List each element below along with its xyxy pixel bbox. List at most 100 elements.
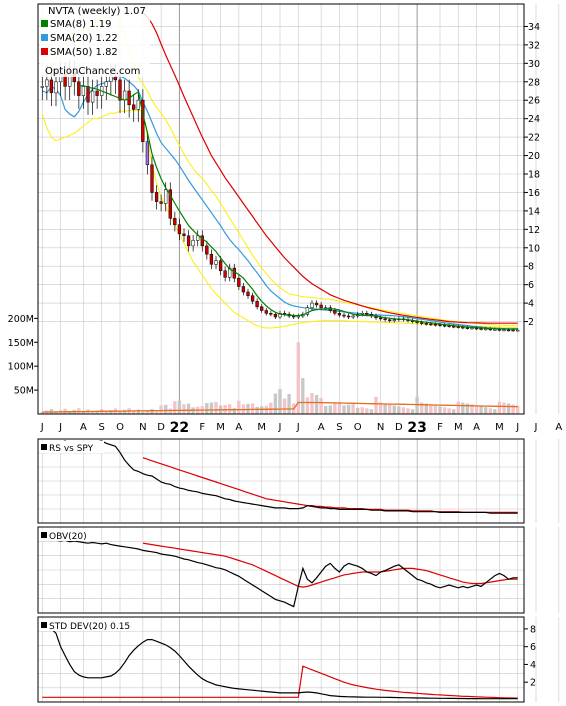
- volume-bar: [314, 394, 319, 414]
- volume-bar: [397, 406, 401, 414]
- candle: [77, 81, 81, 96]
- price-tick-label: 14: [528, 206, 540, 217]
- x-tick-label: A: [80, 422, 87, 433]
- volume-bar: [456, 401, 460, 414]
- candle: [360, 313, 364, 315]
- x-tick-label: D: [157, 422, 165, 433]
- candle: [54, 81, 58, 94]
- x-tick-label: 22: [170, 420, 189, 436]
- rs-average-line: [142, 457, 518, 514]
- candle: [81, 86, 86, 96]
- rs-legend-swatch: [41, 444, 47, 450]
- candle: [136, 99, 140, 110]
- candle: [214, 260, 218, 265]
- candle: [438, 324, 442, 327]
- volume-bar: [333, 402, 337, 414]
- volume-average-line: [42, 401, 518, 413]
- volume-bar: [410, 409, 415, 414]
- candle: [95, 90, 99, 96]
- candle: [173, 218, 177, 226]
- price-tick-label: 18: [528, 170, 540, 181]
- volume-bar: [164, 404, 168, 414]
- price-frame: [37, 3, 525, 415]
- candle: [122, 90, 127, 101]
- price-tick-label: 32: [528, 40, 540, 51]
- volume-bar: [260, 406, 264, 414]
- candle: [273, 313, 278, 318]
- price-tick-label: 34: [528, 22, 540, 33]
- x-tick-label: J: [58, 422, 62, 433]
- x-tick-label: M: [495, 422, 504, 433]
- volume-bar: [401, 407, 406, 414]
- price-tick-label: 8: [528, 262, 534, 273]
- price-tick-label: 4: [528, 299, 534, 310]
- candle: [314, 302, 319, 306]
- candle: [420, 322, 424, 324]
- x-tick-label: J: [40, 422, 44, 433]
- volume-bar: [516, 405, 520, 414]
- candle: [433, 324, 438, 326]
- legend-swatch: [41, 20, 48, 27]
- candle: [429, 323, 433, 326]
- candle: [150, 164, 154, 193]
- volume-bar: [360, 407, 364, 414]
- x-tick-label: S: [99, 422, 105, 433]
- x-tick-label: J: [534, 422, 538, 433]
- std-tick-label: 8: [530, 624, 536, 635]
- volume-bar: [205, 403, 209, 414]
- x-tick-label: M: [454, 422, 463, 433]
- volume-bar: [346, 404, 351, 414]
- volume-bar: [40, 412, 44, 414]
- legend-swatch: [41, 48, 48, 55]
- volume-bar: [365, 408, 369, 414]
- volume-bar: [159, 405, 163, 414]
- price-tick-label: 20: [528, 151, 540, 162]
- volume-bar: [420, 402, 424, 414]
- candle: [177, 224, 182, 235]
- volume-bar: [232, 408, 236, 414]
- legend-swatch: [41, 34, 48, 41]
- price-tick-label: 12: [528, 225, 540, 236]
- candle: [86, 86, 90, 103]
- volume-bar: [186, 403, 191, 414]
- x-tick-label: O: [116, 422, 124, 433]
- candle: [278, 313, 282, 318]
- price-grid: [38, 4, 560, 414]
- volume-bar: [433, 405, 438, 414]
- candle: [168, 189, 172, 219]
- sma8-line: [78, 84, 518, 330]
- volume-bar: [310, 393, 314, 414]
- chart-title: NVTA (weekly) 1.07: [48, 6, 146, 17]
- volume-bar: [429, 404, 433, 414]
- candle: [516, 329, 520, 332]
- x-tick-label: J: [515, 422, 519, 433]
- volume-bar: [237, 400, 241, 414]
- x-tick-label: F: [437, 422, 443, 433]
- volume-bar: [415, 396, 419, 414]
- std-grid: [38, 617, 560, 702]
- x-tick-label: F: [199, 422, 205, 433]
- volume-bar: [118, 411, 122, 414]
- price-tick-label: 28: [528, 77, 540, 88]
- candle: [132, 104, 136, 110]
- candle: [269, 313, 273, 315]
- candle: [90, 90, 95, 103]
- legend-label: SMA(50) 1.82: [50, 47, 118, 58]
- volume-bar: [278, 389, 282, 414]
- volume-bar: [378, 402, 383, 414]
- candle: [154, 192, 159, 202]
- x-tick-label: A: [473, 422, 480, 433]
- volume-bar: [424, 403, 428, 414]
- legend-label: SMA(20) 1.22: [50, 33, 118, 44]
- volume-bar: [465, 403, 470, 414]
- candle: [205, 245, 209, 255]
- candle: [264, 310, 268, 314]
- candle: [502, 329, 506, 332]
- price-tick-label: 22: [528, 133, 540, 144]
- volume-bar: [182, 404, 186, 414]
- volume-bar: [470, 404, 474, 414]
- volume-bar: [136, 409, 140, 414]
- candle: [484, 328, 488, 331]
- candle: [383, 318, 387, 321]
- volume-y-axis: 200M 150M 100M 50M: [8, 314, 38, 397]
